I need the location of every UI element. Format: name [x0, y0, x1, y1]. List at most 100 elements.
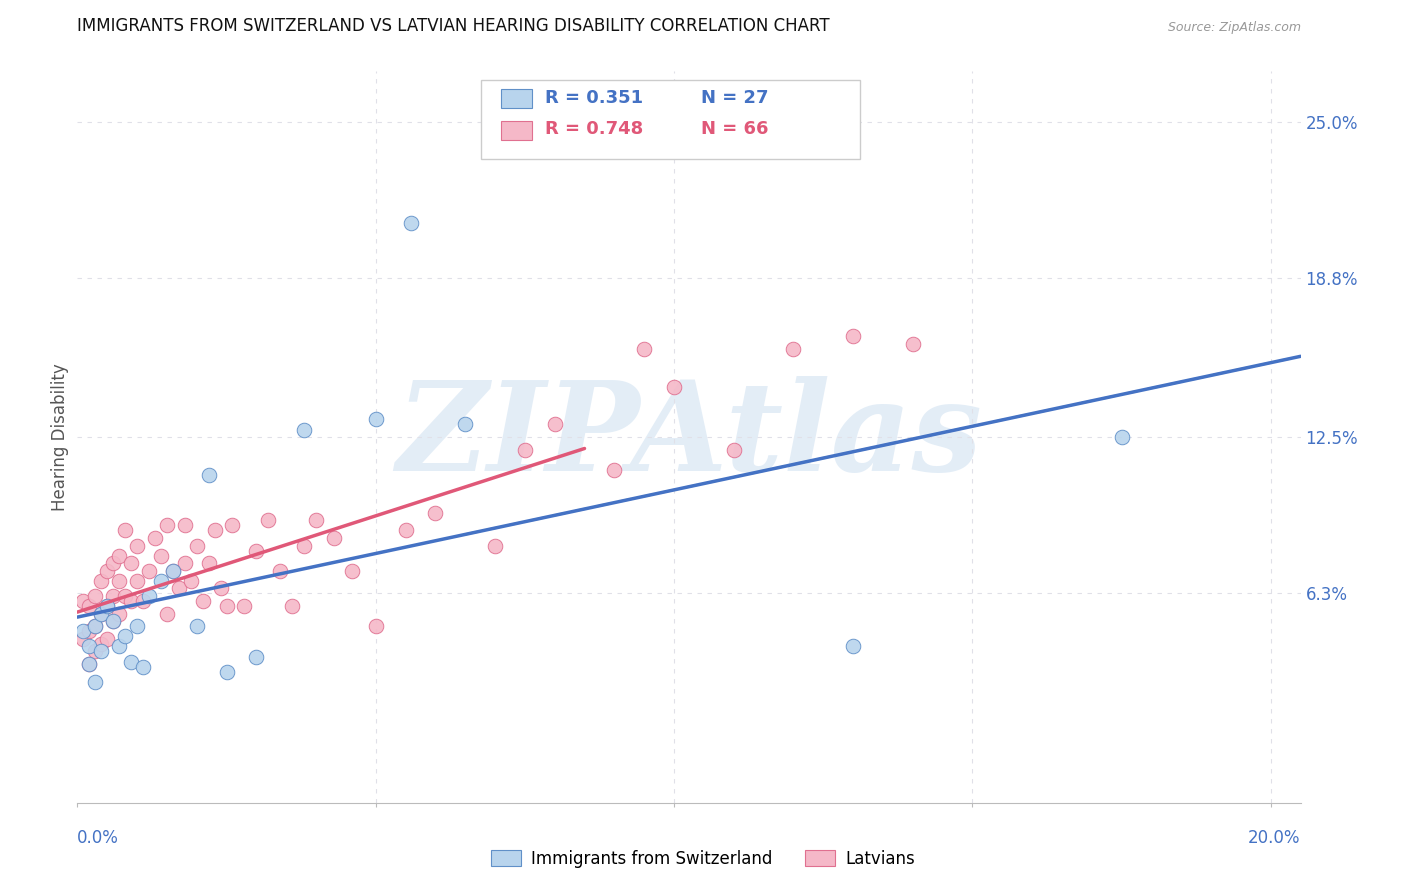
Point: [96, 564, 118, 578]
Point: [138, 589, 160, 603]
Point: [108, 607, 131, 621]
Point: [84, 674, 107, 689]
Point: [77, 640, 100, 654]
Point: [782, 342, 804, 356]
Point: [209, 582, 232, 596]
Point: [901, 336, 924, 351]
Point: [138, 564, 160, 578]
Point: [125, 619, 148, 633]
Point: [1111, 430, 1133, 444]
Point: [401, 216, 423, 230]
Point: [90, 644, 112, 658]
Point: [186, 619, 208, 633]
Point: [544, 417, 567, 432]
Point: [364, 412, 387, 426]
Point: [173, 556, 195, 570]
Point: [77, 657, 100, 671]
Point: [167, 582, 190, 596]
Point: [197, 467, 219, 482]
Point: [513, 442, 536, 457]
Point: [305, 513, 328, 527]
Point: [101, 556, 124, 570]
Point: [132, 659, 155, 673]
Point: [108, 549, 131, 563]
Text: N = 66: N = 66: [702, 120, 769, 137]
Point: [245, 649, 267, 664]
Point: [72, 632, 94, 646]
Point: [292, 423, 315, 437]
Point: [842, 329, 865, 343]
Point: [96, 599, 118, 613]
Point: [186, 539, 208, 553]
Point: [114, 629, 136, 643]
Point: [84, 644, 107, 658]
Point: [292, 539, 315, 553]
Point: [90, 637, 112, 651]
Point: [101, 589, 124, 603]
Point: [842, 640, 865, 654]
FancyBboxPatch shape: [501, 89, 533, 108]
Point: [454, 417, 477, 432]
Point: [149, 549, 172, 563]
Point: [90, 607, 112, 621]
Point: [603, 463, 626, 477]
Text: R = 0.748: R = 0.748: [544, 120, 643, 137]
Text: N = 27: N = 27: [702, 89, 769, 107]
Point: [84, 589, 107, 603]
Point: [723, 442, 745, 457]
Point: [233, 599, 256, 613]
Text: R = 0.351: R = 0.351: [544, 89, 643, 107]
Point: [162, 564, 184, 578]
Point: [173, 518, 195, 533]
FancyBboxPatch shape: [501, 121, 533, 140]
Point: [96, 632, 118, 646]
Point: [96, 599, 118, 613]
Point: [269, 564, 291, 578]
Point: [125, 574, 148, 588]
Point: [90, 574, 112, 588]
Point: [72, 624, 94, 639]
Point: [120, 556, 142, 570]
Point: [180, 574, 202, 588]
Text: IMMIGRANTS FROM SWITZERLAND VS LATVIAN HEARING DISABILITY CORRELATION CHART: IMMIGRANTS FROM SWITZERLAND VS LATVIAN H…: [77, 17, 830, 35]
Point: [108, 640, 131, 654]
Point: [215, 665, 238, 679]
Text: 20.0%: 20.0%: [1249, 829, 1301, 847]
Point: [215, 599, 238, 613]
Point: [101, 614, 124, 628]
Point: [340, 564, 363, 578]
Point: [633, 342, 655, 356]
Point: [281, 599, 304, 613]
Point: [90, 607, 112, 621]
Point: [77, 657, 100, 671]
Text: ZIPAtlas: ZIPAtlas: [396, 376, 981, 498]
Point: [204, 524, 226, 538]
Point: [156, 518, 179, 533]
Point: [143, 531, 166, 545]
Point: [257, 513, 280, 527]
Point: [101, 614, 124, 628]
Point: [322, 531, 344, 545]
Point: [364, 619, 387, 633]
Point: [120, 655, 142, 669]
Point: [120, 594, 142, 608]
Point: [132, 594, 155, 608]
Point: [77, 624, 100, 639]
Point: [245, 543, 267, 558]
Point: [114, 589, 136, 603]
Text: Source: ZipAtlas.com: Source: ZipAtlas.com: [1167, 21, 1301, 34]
Point: [162, 564, 184, 578]
Point: [662, 379, 685, 393]
Point: [114, 524, 136, 538]
Point: [84, 619, 107, 633]
Point: [221, 518, 243, 533]
Point: [484, 539, 506, 553]
Point: [197, 556, 219, 570]
Point: [149, 574, 172, 588]
Point: [108, 574, 131, 588]
Point: [84, 619, 107, 633]
Point: [156, 607, 179, 621]
Point: [394, 524, 416, 538]
Point: [425, 506, 447, 520]
FancyBboxPatch shape: [481, 80, 860, 159]
